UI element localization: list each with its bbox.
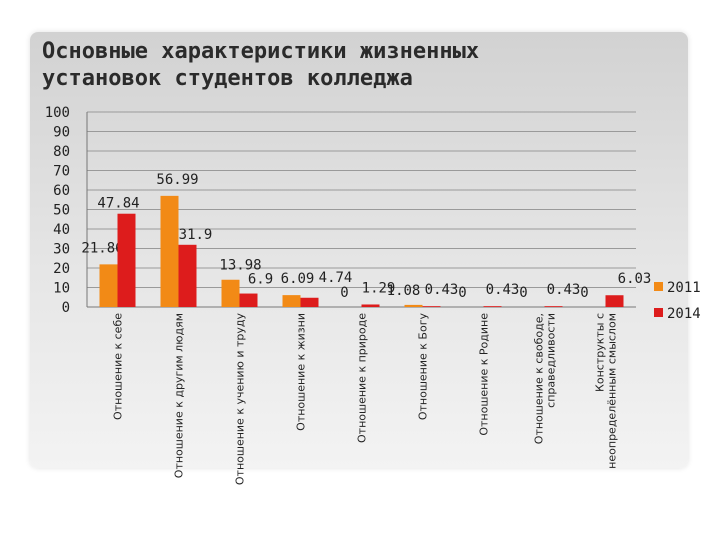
y-tick-label: 50: [53, 203, 70, 219]
slide-background: [30, 32, 688, 468]
bar-2011: [404, 304, 423, 307]
bar-2014: [361, 304, 380, 307]
bar-2014: [544, 306, 563, 307]
y-tick-label: 40: [53, 222, 70, 238]
y-tick-label: 20: [53, 261, 70, 277]
category-label-line: Отношение к другим людям: [173, 313, 186, 478]
legend-swatch-2014: [654, 308, 663, 317]
data-label-2011: 1.08: [387, 283, 421, 299]
data-label-2014: 6.03: [618, 271, 652, 287]
data-label-2011: 13.98: [219, 258, 261, 274]
data-label-2011: 0: [519, 285, 527, 301]
category-label: Отношение к свободе,справедливости: [533, 313, 558, 444]
y-tick-label: 10: [53, 281, 70, 297]
bar-2011: [160, 195, 179, 307]
data-label-2011: 56.99: [156, 172, 198, 188]
chart-title: Основные характеристики жизненных устано…: [42, 39, 480, 91]
category-label: Отношение к учению и труду: [234, 313, 247, 486]
legend-label-2014: 2014: [667, 306, 701, 322]
category-label: Конструкты снеопределённым смыслом: [594, 313, 619, 469]
category-label-line: Отношение к себе: [112, 313, 125, 420]
bar-2014: [300, 297, 319, 307]
bar-2011: [221, 279, 240, 307]
category-label-line: неопределённым смыслом: [606, 313, 619, 469]
data-label-2011: 0: [580, 285, 588, 301]
data-label-2014: 0.43: [425, 282, 459, 298]
y-tick-label: 30: [53, 242, 70, 258]
category-label-line: Отношение к учению и труду: [234, 313, 247, 486]
category-label: Отношение к природе: [356, 313, 369, 443]
y-tick-label: 100: [45, 105, 70, 121]
bar-2014: [483, 306, 502, 307]
category-label-line: Отношение к природе: [356, 313, 369, 443]
bar-2014: [422, 306, 441, 307]
category-label-line: Отношение к свободе,: [533, 313, 546, 444]
legend-label-2011: 2011: [667, 280, 701, 296]
category-label-line: Отношение к жизни: [295, 313, 308, 431]
category-label: Отношение к другим людям: [173, 313, 186, 478]
bar-2014: [117, 213, 136, 307]
y-tick-label: 90: [53, 125, 70, 141]
category-label-line: Отношение к Родине: [478, 313, 491, 436]
bar-2011: [282, 295, 301, 307]
data-label-2014: 0.43: [486, 282, 520, 298]
category-label-line: Отношение к Богу: [417, 313, 430, 421]
y-tick-label: 0: [62, 300, 70, 316]
data-label-2014: 0.43: [547, 282, 581, 298]
data-label-2014: 6.9: [248, 272, 273, 288]
y-tick-label: 70: [53, 164, 70, 180]
data-label-2011: 6.09: [281, 271, 315, 287]
data-label-2011: 21.86: [81, 240, 123, 256]
data-label-2011: 0: [458, 285, 466, 301]
category-label-line: Конструкты с: [594, 313, 607, 392]
bar-2011: [99, 264, 118, 307]
y-tick-label: 60: [53, 183, 70, 199]
data-label-2014: 4.74: [319, 270, 353, 286]
bar-2014: [178, 244, 197, 307]
data-label-2014: 47.84: [97, 196, 139, 212]
category-label: Отношение к Богу: [417, 313, 430, 421]
category-label: Отношение к Родине: [478, 313, 491, 436]
bar-2014: [239, 293, 258, 307]
category-label: Отношение к себе: [112, 313, 125, 420]
data-label-2014: 1.29: [362, 280, 396, 296]
data-label-2011: 0: [340, 285, 348, 301]
y-tick-label: 80: [53, 144, 70, 160]
bar-2014: [605, 295, 624, 307]
category-label: Отношение к жизни: [295, 313, 308, 431]
legend-swatch-2011: [654, 282, 663, 291]
category-label-line: справедливости: [545, 313, 558, 408]
data-label-2014: 31.9: [179, 227, 213, 243]
